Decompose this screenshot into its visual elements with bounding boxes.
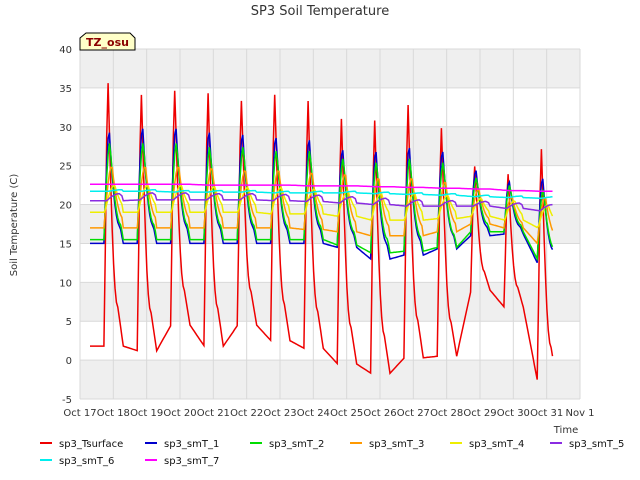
series-lines bbox=[90, 83, 554, 380]
legend-label: sp3_smT_7 bbox=[164, 456, 219, 467]
y-axis-ticks: -5 0 5 10 15 20 25 30 35 40 bbox=[59, 45, 72, 406]
tz-badge-label: TZ_osu bbox=[86, 36, 129, 49]
x-tick-label: Nov 1 bbox=[565, 408, 594, 419]
series-line-sp3_smT_7 bbox=[90, 183, 553, 193]
x-tick-label: Oct 24 bbox=[297, 408, 330, 419]
legend-label: sp3_smT_3 bbox=[369, 439, 424, 450]
series-line-sp3_smT_5 bbox=[90, 192, 553, 212]
x-tick-label: Oct 19 bbox=[130, 408, 163, 419]
y-tick-label: 20 bbox=[59, 201, 72, 212]
y-tick-label: 30 bbox=[59, 123, 72, 134]
y-tick-label: 10 bbox=[59, 278, 72, 289]
x-tick-label: Oct 22 bbox=[230, 408, 263, 419]
x-tick-label: Oct 18 bbox=[97, 408, 130, 419]
legend-label: sp3_smT_2 bbox=[269, 439, 324, 450]
y-axis-label: Soil Temperature (C) bbox=[9, 174, 20, 277]
legend-label: sp3_smT_6 bbox=[59, 456, 114, 467]
x-axis-ticks: Oct 17 Oct 18 Oct 19 Oct 20 Oct 21 Oct 22 Oct … bbox=[63, 408, 594, 419]
plot-background bbox=[80, 49, 580, 399]
legend-label: sp3_smT_1 bbox=[164, 439, 219, 450]
plot-band bbox=[80, 360, 580, 399]
x-tick-label: Oct 30 bbox=[497, 408, 530, 419]
x-tick-label: Oct 27 bbox=[397, 408, 430, 419]
legend: sp3_Tsurface sp3_smT_1 sp3_smT_2 sp3_smT_3 s… bbox=[40, 439, 624, 467]
plot-band bbox=[80, 282, 580, 322]
x-tick-label: Oct 29 bbox=[463, 408, 496, 419]
legend-label: sp3_smT_4 bbox=[469, 439, 524, 450]
x-axis-label: Time bbox=[553, 425, 578, 436]
tz-badge: TZ_osu bbox=[79, 32, 136, 51]
x-tick-label: Oct 21 bbox=[197, 408, 230, 419]
x-tick-label: Oct 25 bbox=[330, 408, 363, 419]
y-tick-label: 5 bbox=[66, 317, 72, 328]
legend-label: sp3_smT_5 bbox=[569, 439, 624, 450]
x-tick-label: Oct 17 bbox=[63, 408, 96, 419]
y-tick-label: -5 bbox=[62, 395, 72, 406]
y-tick-label: 40 bbox=[59, 45, 72, 56]
y-tick-label: 35 bbox=[59, 84, 72, 95]
plot-band bbox=[80, 204, 580, 244]
y-tick-label: 0 bbox=[66, 356, 72, 367]
y-tick-label: 15 bbox=[59, 239, 72, 250]
x-tick-label: Oct 23 bbox=[263, 408, 296, 419]
plot-band bbox=[80, 49, 580, 88]
plot-band bbox=[80, 126, 580, 166]
legend-label: sp3_Tsurface bbox=[59, 439, 123, 450]
x-tick-label: Oct 31 bbox=[530, 408, 563, 419]
x-tick-label: Oct 26 bbox=[363, 408, 396, 419]
gridlines bbox=[79, 48, 581, 400]
chart-title: SP3 Soil Temperature bbox=[251, 4, 389, 19]
y-tick-label: 25 bbox=[59, 162, 72, 173]
x-tick-label: Oct 20 bbox=[163, 408, 196, 419]
series-line-sp3_smT_1 bbox=[90, 128, 554, 264]
x-tick-label: Oct 28 bbox=[430, 408, 463, 419]
series-line-sp3_smT_2 bbox=[90, 143, 554, 262]
series-line-sp3_smT_6 bbox=[90, 189, 553, 200]
